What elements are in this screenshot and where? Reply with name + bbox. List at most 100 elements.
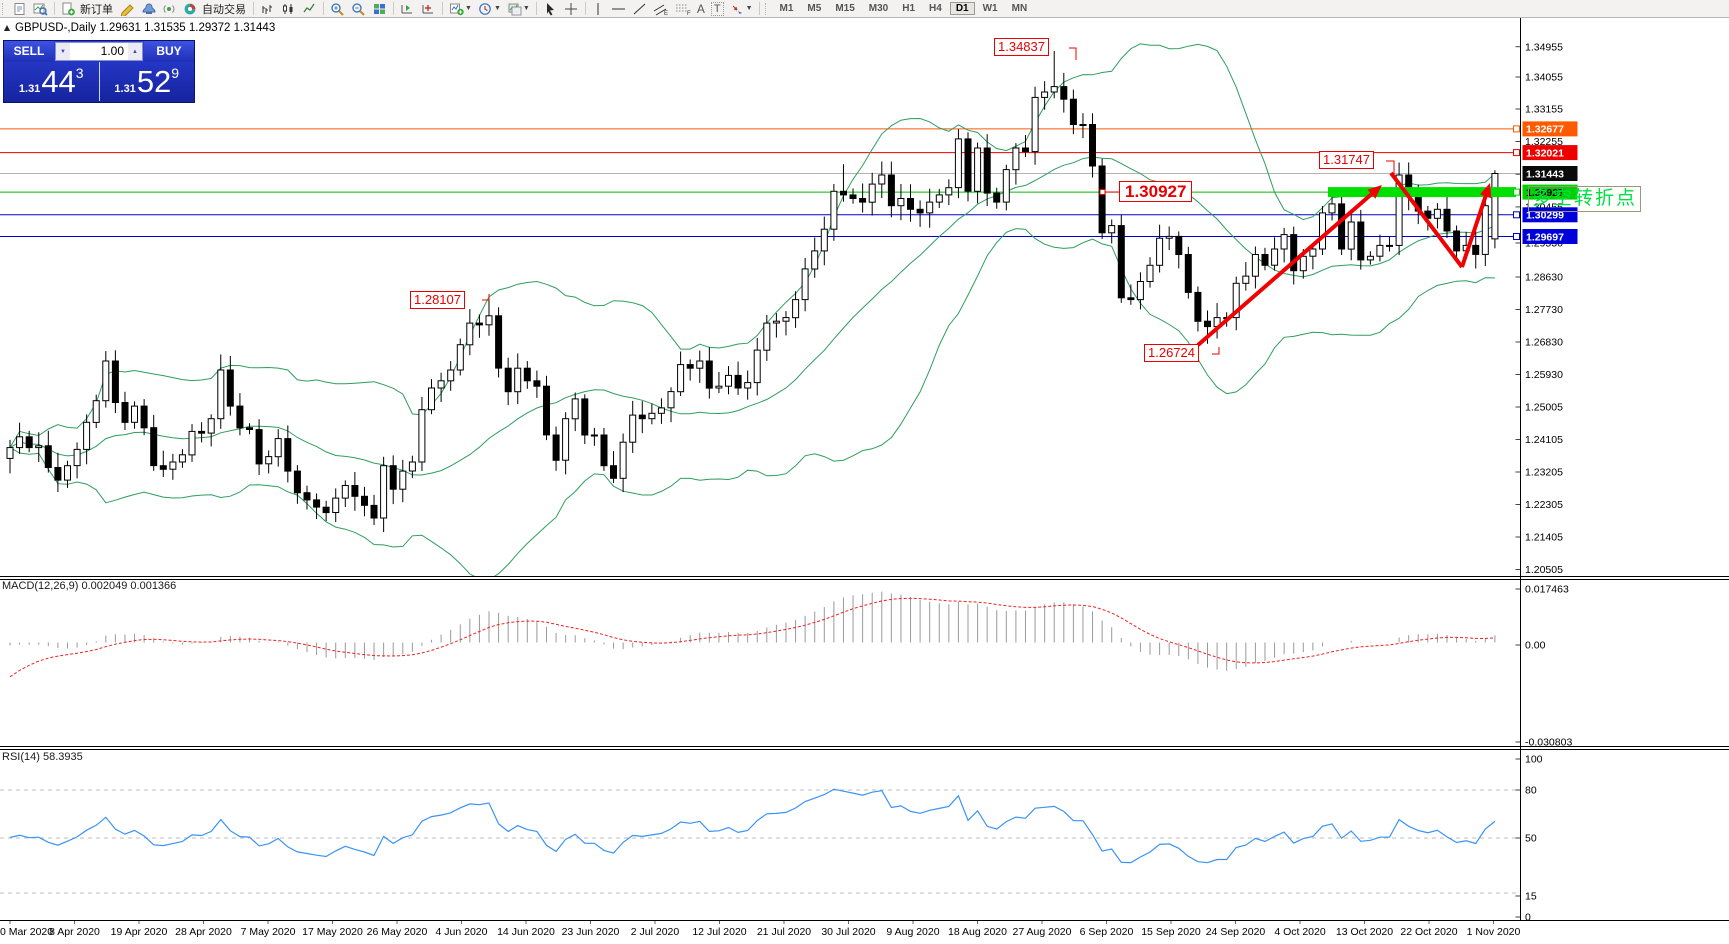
timeframe-m15[interactable]: M15 (835, 3, 855, 14)
svg-text:-0.030803: -0.030803 (1525, 737, 1572, 749)
svg-text:15 Sep 2020: 15 Sep 2020 (1141, 926, 1201, 938)
sell-button[interactable]: SELL (4, 41, 54, 62)
crosshair-tool-icon[interactable] (561, 1, 582, 17)
svg-text:14 Jun 2020: 14 Jun 2020 (497, 926, 555, 938)
market-watch-icon[interactable] (138, 1, 159, 17)
svg-text:1.23205: 1.23205 (1525, 467, 1563, 479)
sell-price-big: 44 (41, 63, 76, 99)
history-center-icon[interactable] (117, 1, 138, 17)
toolbar-grip (2, 2, 7, 15)
svg-text:1.21405: 1.21405 (1525, 532, 1563, 544)
sell-price-small: 1.31 (18, 83, 41, 95)
svg-text:30 Jul 2020: 30 Jul 2020 (821, 926, 875, 938)
bar-chart-icon[interactable] (257, 1, 278, 17)
svg-text:1.32677: 1.32677 (1526, 124, 1564, 136)
dropdown-caret: ▼ (493, 5, 501, 12)
period-selector-icon[interactable]: ▼ (475, 1, 504, 17)
trendline-tool-icon[interactable] (629, 1, 650, 17)
svg-text:100: 100 (1525, 754, 1543, 766)
zoom-out-icon[interactable] (348, 1, 369, 17)
svg-text:0.017463: 0.017463 (1525, 584, 1569, 596)
text-tool-icon[interactable]: A (696, 1, 705, 16)
volume-value[interactable]: 1.00 (100, 44, 124, 58)
timeframe-m30[interactable]: M30 (868, 3, 889, 14)
add-indicator-icon[interactable]: ▼ (446, 1, 475, 17)
new-order-button[interactable]: 新订单 (80, 3, 113, 16)
buy-price-small: 1.31 (114, 83, 136, 95)
volume-up-button[interactable]: ▲ (128, 43, 142, 60)
timeframe-w1[interactable]: W1 (982, 3, 998, 14)
autotrading-button[interactable]: 自动交易 (202, 3, 246, 16)
svg-text:4 Jun 2020: 4 Jun 2020 (436, 926, 488, 938)
svg-text:13 Oct 2020: 13 Oct 2020 (1336, 926, 1393, 938)
svg-text:1.31443: 1.31443 (1526, 168, 1564, 180)
tile-windows-icon[interactable] (369, 1, 390, 17)
text-label-tool-icon[interactable]: T (708, 1, 727, 17)
toolbar-separator (442, 2, 443, 15)
chart-preview-icon[interactable] (30, 1, 51, 17)
volume-control: ▼ 1.00 ▲ (55, 42, 143, 61)
timeframe-h1[interactable]: H1 (902, 3, 916, 14)
toolbar-grip (764, 2, 770, 15)
fibo-letter: F (687, 11, 691, 16)
timeframe-d1[interactable]: D1 (949, 2, 975, 15)
svg-text:23 Jun 2020: 23 Jun 2020 (562, 926, 620, 938)
svg-text:1.22305: 1.22305 (1525, 499, 1563, 511)
symbol-ohlc-text: GBPUSD-,Daily 1.29631 1.31535 1.29372 1.… (15, 22, 276, 34)
svg-text:1.30927: 1.30927 (1526, 187, 1564, 199)
line-chart-icon[interactable] (299, 1, 320, 17)
svg-text:17 May 2020: 17 May 2020 (302, 926, 363, 938)
new-chart-icon[interactable] (10, 1, 30, 17)
one-click-trade-panel: SELL ▼ 1.00 ▲ BUY 1.31 44 3 1.31 52 9 (3, 40, 195, 103)
new-order-icon[interactable] (58, 1, 79, 17)
turning-point-note: 多空转折点 (1528, 186, 1642, 212)
template-icon[interactable]: ▼ (504, 1, 533, 17)
sell-price-sup: 3 (75, 65, 84, 81)
svg-text:27 Aug 2020: 27 Aug 2020 (1013, 926, 1072, 938)
symbol-ohlc-line: GBPUSD-,Daily 1.29631 1.31535 1.29372 1.… (3, 22, 275, 34)
svg-text:24 Sep 2020: 24 Sep 2020 (1206, 926, 1266, 938)
price-label-131747: 1.31747 (1319, 151, 1374, 169)
timeframe-mn[interactable]: MN (1011, 3, 1028, 14)
zoom-in-icon[interactable] (327, 1, 348, 17)
svg-text:0: 0 (1525, 912, 1531, 924)
buy-price-sup: 9 (171, 65, 180, 81)
timeframe-m1[interactable]: M1 (779, 3, 794, 14)
hline-tool-icon[interactable] (608, 1, 629, 17)
svg-text:1.33155: 1.33155 (1525, 104, 1563, 116)
signals-icon[interactable] (159, 1, 180, 17)
step-forward-icon[interactable] (397, 1, 418, 17)
dropdown-caret: ▼ (522, 5, 530, 12)
buy-price[interactable]: 1.31 52 9 (100, 62, 195, 101)
toolbar-separator (535, 2, 537, 15)
cursor-tool-icon[interactable] (540, 1, 561, 17)
fibonacci-tool-icon[interactable]: F (672, 1, 694, 17)
candlestick-chart-icon[interactable] (278, 1, 299, 17)
auto-scroll-icon[interactable] (418, 1, 439, 17)
autotrading-icon[interactable] (180, 1, 201, 17)
svg-text:28 Apr 2020: 28 Apr 2020 (175, 926, 232, 938)
toolbar: 新订单 自动交易 ▼ ▼ ▼ E F A T ▼ M1 M5 M15 M30 (0, 0, 1729, 18)
svg-text:6 Sep 2020: 6 Sep 2020 (1080, 926, 1134, 938)
channel-tool-icon[interactable]: E (650, 1, 672, 17)
timeframe-m5[interactable]: M5 (807, 3, 822, 14)
svg-text:2 Jul 2020: 2 Jul 2020 (631, 926, 680, 938)
svg-text:15: 15 (1525, 891, 1537, 903)
svg-text:9 Aug 2020: 9 Aug 2020 (886, 926, 939, 938)
volume-down-button[interactable]: ▼ (56, 43, 70, 60)
buy-button[interactable]: BUY (144, 41, 194, 62)
arrows-tool-icon[interactable]: ▼ (727, 1, 756, 17)
svg-text:22 Oct 2020: 22 Oct 2020 (1400, 926, 1457, 938)
svg-text:0.00: 0.00 (1525, 640, 1546, 652)
toolbar-separator (253, 2, 254, 15)
timeframe-h4[interactable]: H4 (929, 3, 942, 14)
vline-tool-icon[interactable] (589, 1, 608, 17)
svg-text:1.25005: 1.25005 (1525, 402, 1563, 414)
svg-text:12 Jul 2020: 12 Jul 2020 (692, 926, 746, 938)
toolbar-separator (584, 2, 586, 15)
sell-price[interactable]: 1.31 44 3 (4, 62, 100, 101)
svg-text:80: 80 (1525, 785, 1537, 797)
svg-text:1.25930: 1.25930 (1525, 369, 1563, 381)
svg-text:1.26830: 1.26830 (1525, 337, 1563, 349)
